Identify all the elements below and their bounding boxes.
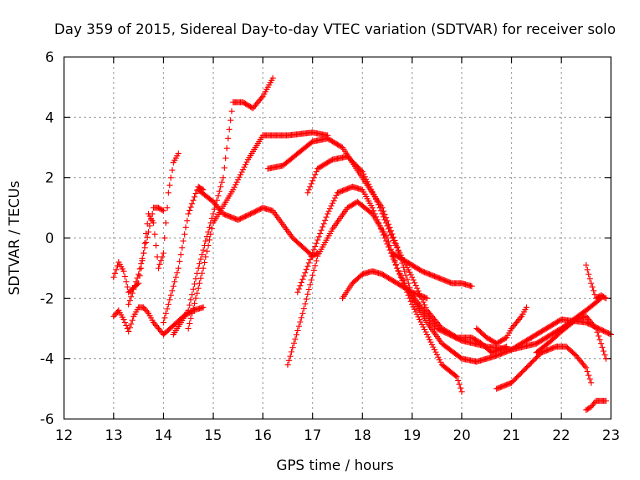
marker-trail xyxy=(583,397,609,413)
series-track-14 xyxy=(473,304,530,347)
x-tick-label: 21 xyxy=(503,428,521,444)
marker-trail xyxy=(583,262,609,302)
marker-trail xyxy=(125,204,167,308)
data-markers xyxy=(110,75,614,413)
marker-trail xyxy=(473,304,530,347)
marker-trail xyxy=(185,129,331,332)
marker-trail xyxy=(170,75,276,338)
marker-trail xyxy=(304,153,510,356)
x-tick-label: 17 xyxy=(304,428,322,444)
grid-lines xyxy=(64,57,611,419)
x-tick-label: 14 xyxy=(155,428,173,444)
series-track-11 xyxy=(304,153,510,356)
series-track-16 xyxy=(533,313,609,362)
series-track-7 xyxy=(185,129,331,332)
x-tick-label: 16 xyxy=(254,428,272,444)
series-track-15 xyxy=(493,343,595,392)
series-track-12 xyxy=(339,268,430,302)
y-tick-label: 2 xyxy=(45,171,54,187)
x-tick-label: 20 xyxy=(453,428,471,444)
tick-labels: 12 13 14 15 16 17 18 19 20 21 22 23 -6 -4 -2 0 2 4 6 xyxy=(40,50,620,444)
series-track-17 xyxy=(583,262,609,302)
x-tick-label: 12 xyxy=(55,428,73,444)
series-track-5 xyxy=(195,186,321,260)
x-tick-label: 22 xyxy=(552,428,570,444)
y-tick-label: -6 xyxy=(40,412,54,428)
x-axis-title: GPS time / hours xyxy=(276,458,393,474)
marker-trail xyxy=(160,183,207,326)
x-tick-label: 19 xyxy=(403,428,421,444)
x-tick-label: 13 xyxy=(105,428,123,444)
y-tick-label: -4 xyxy=(40,352,54,368)
y-axis-title: SDTVAR / TECUs xyxy=(7,181,23,296)
marker-trail xyxy=(195,186,321,260)
marker-trail xyxy=(493,343,595,392)
marker-trail xyxy=(533,313,609,362)
x-tick-label: 18 xyxy=(353,428,371,444)
chart-title: Day 359 of 2015, Sidereal Day-to-day VTE… xyxy=(54,22,616,38)
plot-frame xyxy=(63,56,612,420)
marker-trail xyxy=(339,268,430,302)
series-track-18 xyxy=(583,397,609,413)
y-tick-label: -2 xyxy=(40,291,54,307)
marker-trail xyxy=(389,250,475,290)
series-track-3 xyxy=(125,204,167,308)
x-tick-label: 15 xyxy=(204,428,222,444)
x-tick-label: 23 xyxy=(602,428,620,444)
series-track-13 xyxy=(389,250,475,290)
y-tick-label: 4 xyxy=(45,110,54,126)
y-tick-label: 6 xyxy=(45,50,54,66)
series-track-6 xyxy=(170,75,276,338)
series-track-4 xyxy=(160,183,207,326)
y-tick-label: 0 xyxy=(45,231,54,247)
